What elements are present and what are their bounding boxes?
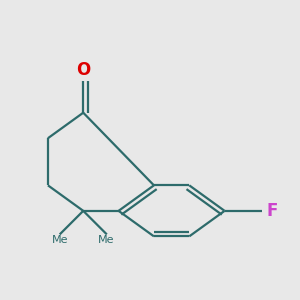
- Text: Me: Me: [98, 235, 115, 245]
- Text: Me: Me: [52, 235, 68, 245]
- Text: F: F: [267, 202, 278, 220]
- Text: O: O: [76, 61, 90, 79]
